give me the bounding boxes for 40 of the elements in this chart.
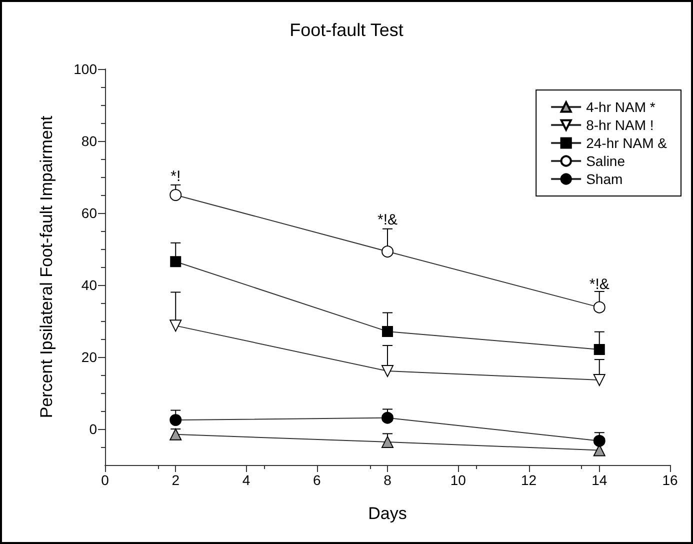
x-tick-label: 6 <box>312 472 321 488</box>
point <box>170 189 182 201</box>
legend-label: 24-hr NAM & <box>586 135 668 151</box>
point <box>170 320 182 332</box>
annotation: *!& <box>377 211 398 228</box>
legend-label: Saline <box>586 153 626 169</box>
y-tick-label: 60 <box>81 205 98 221</box>
legend-label: 8-hr NAM ! <box>586 117 654 133</box>
x-axis-title: Days <box>368 504 407 523</box>
legend-label: 4-hr NAM * <box>586 99 656 115</box>
point <box>382 436 394 448</box>
point <box>594 344 605 355</box>
point <box>170 428 182 440</box>
chart-title: Foot-fault Test <box>290 20 404 40</box>
x-tick-label: 2 <box>172 472 180 488</box>
y-tick-label: 100 <box>74 61 98 77</box>
point <box>382 246 394 258</box>
x-tick-label: 8 <box>384 472 392 488</box>
point <box>593 301 606 314</box>
x-tick-label: 16 <box>662 472 678 488</box>
annotation: *!& <box>589 276 610 294</box>
y-axis-title: Percent Ipsilateral Foot-fault Impairment <box>37 116 56 418</box>
x-tick-label: 4 <box>242 472 250 488</box>
point <box>382 326 393 337</box>
x-tick-label: 12 <box>520 472 537 488</box>
x-tick-label: 10 <box>450 472 466 488</box>
point <box>593 434 606 447</box>
point <box>382 412 394 424</box>
x-tick-label: 14 <box>592 472 608 488</box>
y-tick-label: 40 <box>81 277 98 293</box>
y-tick-label: 80 <box>81 133 98 149</box>
point <box>593 374 606 386</box>
annotation: *! <box>170 168 181 186</box>
legend-label: Sham <box>586 171 623 187</box>
point <box>170 414 182 426</box>
point <box>382 365 394 378</box>
y-tick-label: 0 <box>89 421 98 437</box>
point <box>170 256 182 268</box>
x-tick-label: 0 <box>101 472 110 488</box>
y-tick-label: 20 <box>81 349 98 365</box>
